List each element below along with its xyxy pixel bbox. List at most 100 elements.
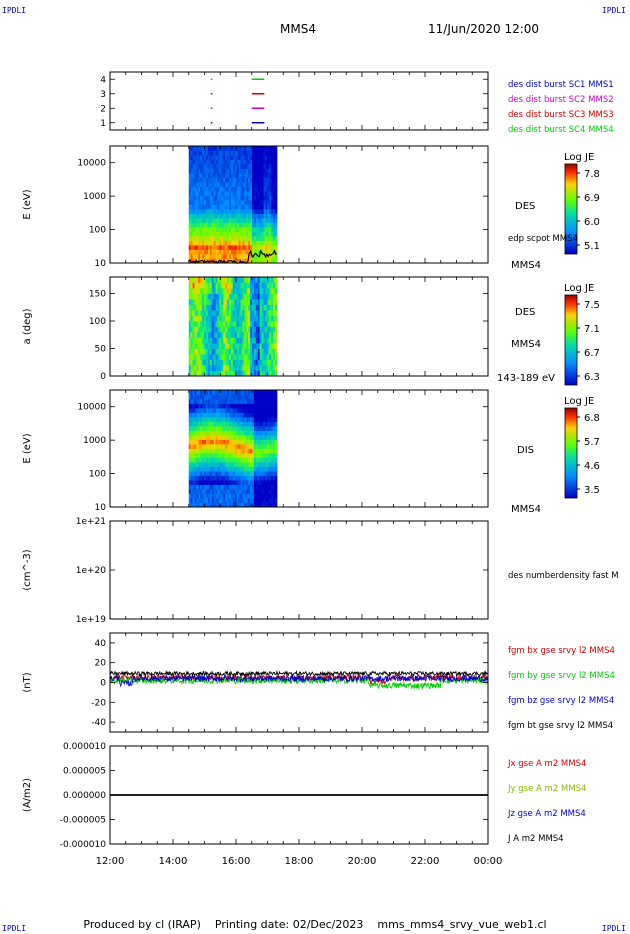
panel-6-ylabel: (nT) xyxy=(22,672,33,692)
fgm-legend-3: fgm bz gse srvy l2 MMS4 xyxy=(508,696,614,706)
panel-3-colorbar xyxy=(564,294,578,386)
dis-energy-species: DIS xyxy=(517,445,534,456)
current-legend-3: Jz gse A m2 MMS4 xyxy=(507,809,586,819)
panel-5-ytick-2: 1e+21 xyxy=(76,517,106,527)
panel-4-ytick-3: 10000 xyxy=(77,403,106,413)
burst-legend-1: des dist burst SC1 MMS1 xyxy=(508,80,614,90)
panel-2-ytick-1: 100 xyxy=(89,226,106,236)
des-pitch-species: DES xyxy=(515,307,535,318)
panel-2-colorbar-tick-1: 6.9 xyxy=(584,193,600,204)
time-tick-2: 16:00 xyxy=(222,856,251,867)
current-legend-2: Jy gse A m2 MMS4 xyxy=(507,784,586,794)
footer-produced: Produced by cl (IRAP) xyxy=(83,918,201,931)
panel-2-ytick-2: 1000 xyxy=(83,192,106,202)
footer: Produced by cl (IRAP) Printing date: 02/… xyxy=(0,918,630,931)
panel-frame-5 xyxy=(109,520,489,620)
footer-filename: mms_mms4_srvy_vue_web1.cl xyxy=(377,918,547,931)
panel-6-ytick-0: -40 xyxy=(91,718,106,728)
time-tick-4: 20:00 xyxy=(348,856,377,867)
des-energy-sc: MMS4 xyxy=(511,260,541,271)
panel-3-colorbar-tick-3: 6.3 xyxy=(584,372,600,383)
panel-4-ytick-0: 10 xyxy=(95,503,107,513)
panel-7-ytick-3: 0.000005 xyxy=(63,767,106,777)
panel-frame-1 xyxy=(109,71,489,131)
panel-2-colorbar-title: Log JE xyxy=(564,152,594,163)
panel-4-colorbar-title: Log JE xyxy=(564,396,594,407)
corner-label-bottom-right: IPDLI xyxy=(601,924,626,933)
fgm-legend-4: fgm bt gse srvy l2 MMS4 xyxy=(508,721,613,731)
panel-3-colorbar-tick-1: 7.1 xyxy=(584,324,600,335)
panel-2-colorbar-tick-3: 5.1 xyxy=(584,241,600,252)
panel-2-colorbar xyxy=(564,163,578,255)
fgm-legend-2: fgm by gse srvy l2 MMS4 xyxy=(508,671,615,681)
des-pitch-sc: MMS4 xyxy=(511,339,541,350)
panel-5-ytick-1: 1e+20 xyxy=(76,566,107,576)
panel-4-colorbar xyxy=(564,407,578,499)
panel-frame-3 xyxy=(109,276,489,377)
panel-7-ylabel: (A/m2) xyxy=(22,778,33,812)
panel-3-ylabel: a (deg) xyxy=(22,308,33,344)
corner-label-top-left: IPDLI xyxy=(2,6,27,15)
burst-legend-2: des dist burst SC2 MMS2 xyxy=(508,95,614,105)
fgm-series-3 xyxy=(109,673,489,688)
panel-3-colorbar-title: Log JE xyxy=(564,283,594,294)
des-energy-species: DES xyxy=(515,201,535,212)
panel-2-ytick-0: 10 xyxy=(95,259,107,269)
panel-2-colorbar-tick-0: 7.8 xyxy=(584,169,600,180)
panel-frame-4 xyxy=(109,389,489,508)
panel-5-ytick-0: 1e+19 xyxy=(76,615,107,625)
panel-7-ytick-4: 0.000010 xyxy=(63,742,106,752)
panel-1-ytick-2: 3 xyxy=(100,90,106,100)
time-tick-6: 00:00 xyxy=(474,856,503,867)
panel-frame-6 xyxy=(109,632,489,733)
dis-energy-sc: MMS4 xyxy=(511,504,541,515)
current-legend-1: Jx gse A m2 MMS4 xyxy=(507,759,586,769)
panel-3-ytick-3: 150 xyxy=(89,290,106,300)
burst-legend-4: des dist burst SC4 MMS4 xyxy=(508,125,614,135)
panel-6-ytick-3: 20 xyxy=(95,659,107,669)
panel-2-ytick-3: 10000 xyxy=(77,159,106,169)
panel-1-ytick-0: 1 xyxy=(100,119,106,129)
panel-7-ytick-1: -0.000005 xyxy=(60,816,106,826)
corner-label-bottom-left: IPDLI xyxy=(2,924,27,933)
multi-panel-plot: 1 2 3 4 des dist burst SC1 MMS1 des dist burs… xyxy=(22,71,619,867)
panel-4-ytick-2: 1000 xyxy=(83,436,106,446)
panel-4-colorbar-tick-1: 5.7 xyxy=(584,437,600,448)
date-title: 11/Jun/2020 12:00 xyxy=(428,22,540,36)
corner-label-top-right: IPDLI xyxy=(601,6,626,15)
time-tick-5: 22:00 xyxy=(411,856,440,867)
fgm-series-4 xyxy=(109,669,489,678)
density-legend: des numberdensity fast M xyxy=(508,571,619,581)
panel-5-ylabel: (cm^-3) xyxy=(22,549,33,590)
panel-3-ytick-1: 50 xyxy=(95,345,107,355)
time-tick-0: 12:00 xyxy=(96,856,125,867)
time-tick-3: 18:00 xyxy=(285,856,314,867)
panel-7-ytick-0: -0.000010 xyxy=(60,840,106,850)
panel-3-colorbar-tick-2: 6.7 xyxy=(584,348,600,359)
burst-legend-3: des dist burst SC3 MMS3 xyxy=(508,110,614,120)
panel-3-ytick-2: 100 xyxy=(89,317,106,327)
time-tick-1: 14:00 xyxy=(159,856,188,867)
current-legend-4: J A m2 MMS4 xyxy=(507,834,564,844)
fgm-legend-1: fgm bx gse srvy l2 MMS4 xyxy=(508,646,615,656)
panel-2-colorbar-tick-2: 6.0 xyxy=(584,217,600,228)
panel-4-colorbar-tick-2: 4.6 xyxy=(584,461,600,472)
panel-4-ylabel: E (eV) xyxy=(22,433,33,463)
panel-6-ytick-4: 40 xyxy=(95,639,107,649)
panel-4-colorbar-tick-3: 3.5 xyxy=(584,485,600,496)
panel-1-ytick-1: 2 xyxy=(100,104,106,114)
spacecraft-title: MMS4 xyxy=(280,22,316,36)
scpot-line xyxy=(188,249,277,265)
des-pitch-energy-range: 143-189 eV xyxy=(497,373,555,384)
panel-2-ylabel: E (eV) xyxy=(22,189,33,219)
panel-6-ytick-2: 0 xyxy=(100,679,106,689)
panel-4-ytick-1: 100 xyxy=(89,470,106,480)
footer-printing-date: Printing date: 02/Dec/2023 xyxy=(214,918,364,931)
panel-1-ytick-3: 4 xyxy=(100,75,106,85)
panel-6-ytick-1: -20 xyxy=(91,698,106,708)
panel-7-ytick-2: 0.000000 xyxy=(63,791,106,801)
panel-frame-2 xyxy=(109,145,489,264)
panel-3-ytick-0: 0 xyxy=(100,372,106,382)
panel-3-colorbar-tick-0: 7.5 xyxy=(584,300,600,311)
des-energy-overlay-label: edp scpot MMS4 xyxy=(508,234,578,244)
